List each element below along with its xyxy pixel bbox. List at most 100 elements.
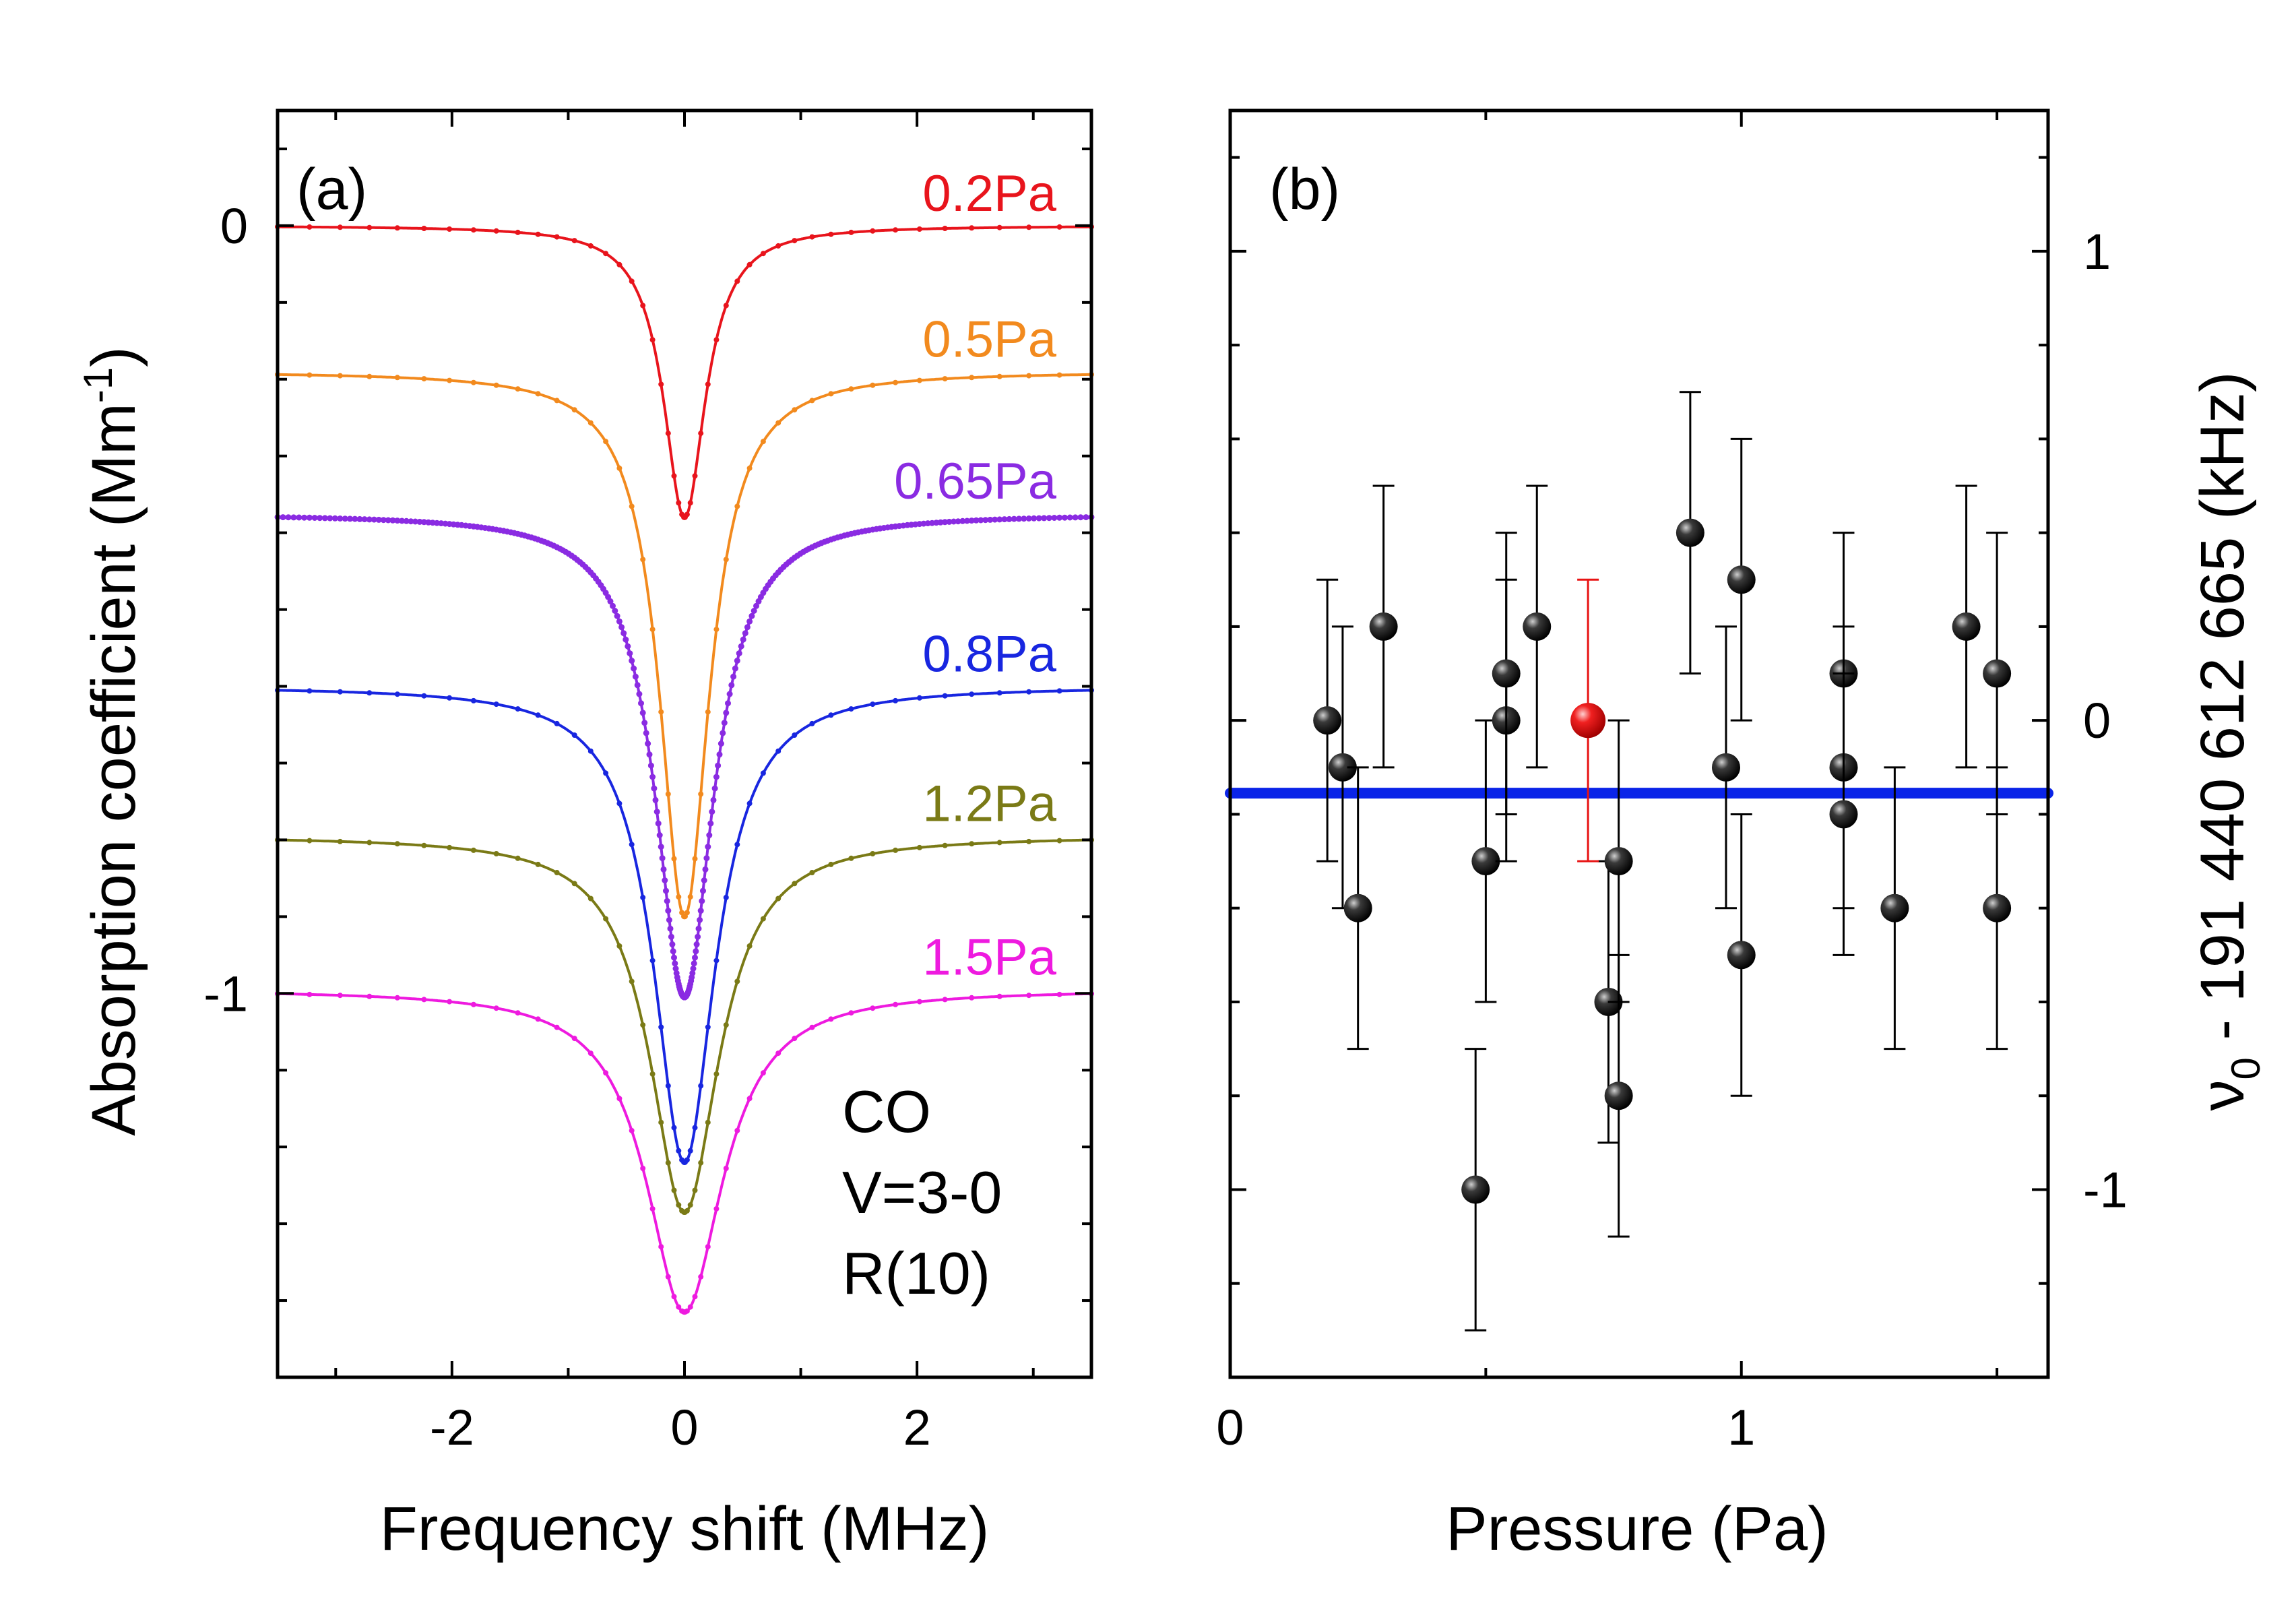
data-point xyxy=(1026,224,1032,230)
data-point xyxy=(748,612,755,619)
data-point xyxy=(996,224,1002,230)
data-point xyxy=(571,407,577,413)
data-point xyxy=(347,515,353,522)
panel-a-curves xyxy=(274,224,1095,1315)
data-point xyxy=(1829,672,1858,956)
data-point xyxy=(571,881,577,887)
data-point xyxy=(647,762,654,769)
data-point xyxy=(447,226,453,232)
data-point xyxy=(412,518,418,525)
data-point xyxy=(713,1206,720,1212)
data-point xyxy=(587,1050,594,1057)
y-tick-label: -1 xyxy=(2083,1162,2128,1218)
data-point xyxy=(665,908,672,914)
data-point xyxy=(792,238,798,244)
data-point xyxy=(645,741,651,747)
data-point xyxy=(610,602,616,609)
data-point xyxy=(394,691,400,697)
data-point xyxy=(969,841,975,847)
panel-b-y-axis-label-rest: - 191 440 612 665 (kHz) xyxy=(2188,371,2257,1057)
data-point xyxy=(996,516,1003,523)
data-point xyxy=(1072,514,1079,521)
data-point xyxy=(963,517,970,524)
data-point xyxy=(493,701,499,708)
data-point xyxy=(665,1160,671,1166)
data-point xyxy=(687,1202,693,1208)
data-marker xyxy=(1343,893,1372,922)
data-point xyxy=(629,1127,635,1133)
data-point xyxy=(692,1187,698,1193)
data-point xyxy=(942,842,948,848)
data-point xyxy=(734,978,740,984)
data-point xyxy=(623,636,629,643)
y-tick-label: 0 xyxy=(220,198,248,254)
data-point xyxy=(982,517,989,524)
data-point xyxy=(447,377,453,383)
data-point xyxy=(306,514,313,521)
data-point xyxy=(394,225,400,231)
data-marker xyxy=(1952,612,1981,641)
data-point xyxy=(828,231,834,237)
data-point xyxy=(916,999,922,1005)
data-point xyxy=(742,630,748,637)
data-point xyxy=(720,730,726,736)
data-point xyxy=(711,785,718,792)
data-point xyxy=(672,960,678,967)
data-point xyxy=(713,627,720,633)
data-point xyxy=(893,847,899,853)
data-point xyxy=(625,643,631,650)
panel-a-letter: (a) xyxy=(296,157,367,222)
data-point xyxy=(470,697,476,703)
data-point xyxy=(692,473,698,479)
data-point xyxy=(665,791,671,797)
data-point xyxy=(1021,515,1027,522)
data-point xyxy=(658,709,664,715)
data-marker xyxy=(1604,847,1633,876)
data-point xyxy=(792,407,798,413)
data-point xyxy=(447,999,453,1005)
data-point xyxy=(1011,515,1017,522)
data-point xyxy=(700,887,706,894)
data-point xyxy=(587,748,594,754)
data-point xyxy=(352,515,358,522)
data-point xyxy=(366,840,373,846)
data-point xyxy=(554,234,560,240)
series-label-1.5Pa: 1.5Pa xyxy=(922,929,1056,986)
data-point xyxy=(746,800,753,807)
data-point xyxy=(705,1024,711,1030)
data-point xyxy=(672,966,679,972)
data-point xyxy=(746,465,753,471)
data-point xyxy=(699,898,705,904)
data-point xyxy=(447,844,453,850)
data-point xyxy=(959,517,966,524)
data-point xyxy=(744,624,751,631)
data-point xyxy=(337,515,344,522)
series-label-0.8Pa: 0.8Pa xyxy=(922,626,1056,683)
data-point xyxy=(361,516,368,523)
data-point xyxy=(493,228,499,234)
data-point xyxy=(870,228,876,234)
data-point xyxy=(1026,993,1032,999)
data-point xyxy=(706,832,713,838)
panel-b-points xyxy=(1313,391,2012,1331)
data-point xyxy=(643,730,649,736)
data-point xyxy=(893,227,899,233)
panel-a-y-axis-label: Absorption coefficient (Mm-1) xyxy=(75,346,148,1135)
data-point xyxy=(603,916,609,922)
data-point xyxy=(1056,372,1062,378)
data-point xyxy=(616,1096,623,1102)
data-point xyxy=(848,706,854,712)
data-point xyxy=(1676,391,1704,675)
data-point xyxy=(893,1001,899,1007)
data-point xyxy=(730,673,737,680)
panel-a-y-axis-label-close: ) xyxy=(79,346,148,367)
data-point xyxy=(658,1024,664,1030)
data-point xyxy=(746,943,753,949)
data-point xyxy=(687,1148,693,1154)
data-point xyxy=(828,391,834,397)
data-point xyxy=(676,1202,682,1208)
data-point xyxy=(612,608,618,614)
data-point xyxy=(307,372,313,378)
data-point xyxy=(698,1274,704,1280)
